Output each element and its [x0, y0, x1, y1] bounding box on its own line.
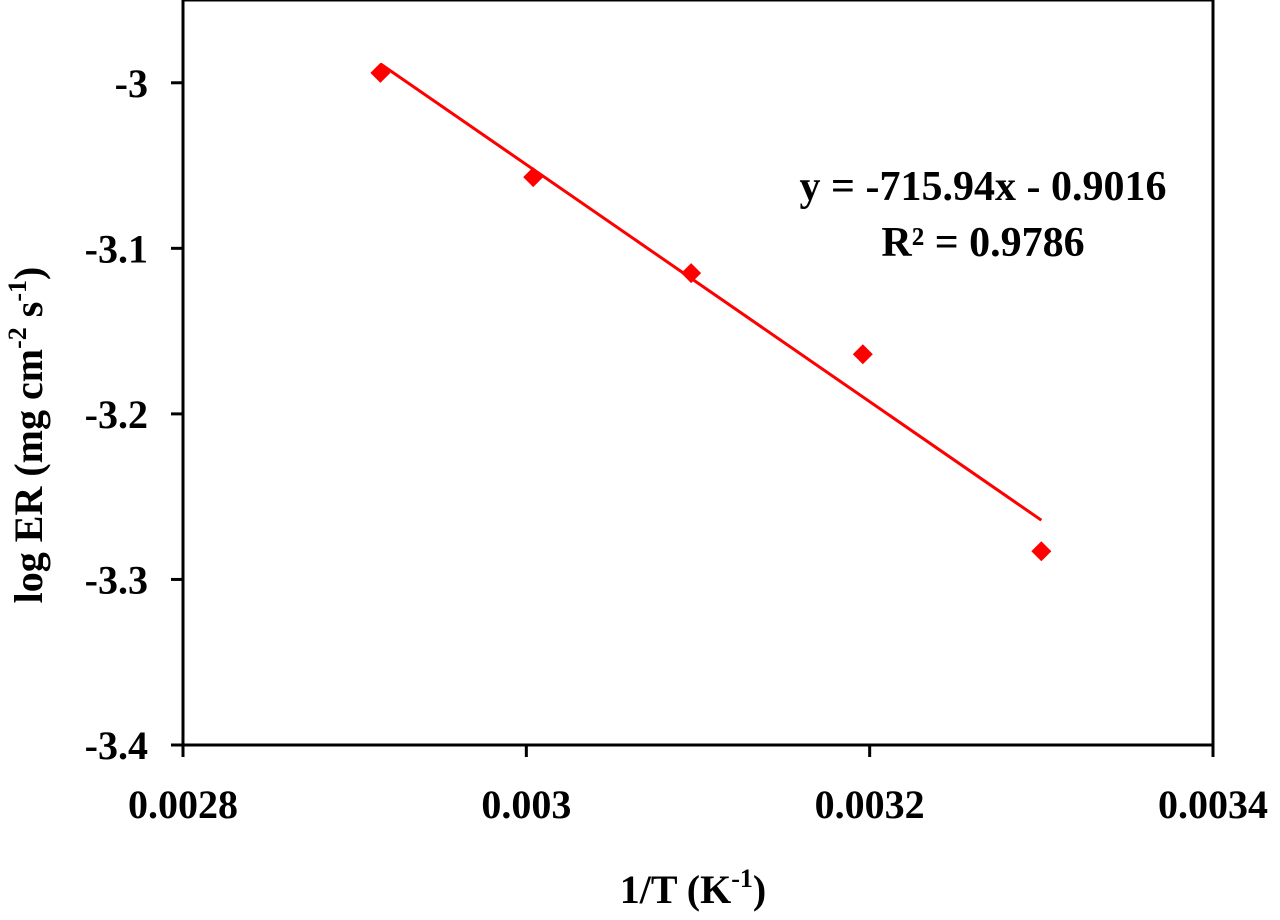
y-tick-label: -3.4	[85, 723, 148, 768]
y-tick-label: -3.3	[85, 557, 148, 602]
y-tick-label: -3.2	[85, 392, 148, 437]
trendline-equation: y = -715.94x - 0.9016	[800, 164, 1167, 210]
data-point	[370, 62, 391, 83]
trendline-layer	[379, 62, 1043, 522]
x-tick-label: 0.0032	[815, 782, 925, 827]
data-point	[681, 263, 702, 284]
y-axis-label-mid: s	[6, 302, 51, 328]
y-axis-label-tail: )	[6, 267, 51, 280]
y-tick-label: -3	[115, 61, 148, 106]
x-tick-label: 0.0034	[1158, 782, 1268, 827]
axis-ticks: 0.0028 0.003 0.0032 0.0034 -3 -3.1 -3.2 -3.3 -3.…	[85, 61, 1268, 827]
x-tick-label: 0.0028	[128, 782, 238, 827]
y-axis-label: log ER (mg cm-2 s-1)	[3, 267, 51, 604]
data-point	[1031, 541, 1052, 562]
r-squared: R² = 0.9786	[881, 220, 1084, 266]
x-axis-label-tail: )	[753, 867, 766, 912]
y-axis-label-sup2: -1	[3, 280, 32, 302]
x-axis-label: 1/T (K-1)	[620, 864, 767, 912]
linear-trendline	[379, 62, 1043, 522]
y-axis-label-sup1: -2	[3, 327, 32, 349]
y-tick-label: -3.1	[85, 226, 148, 271]
x-axis-label-base: 1/T (K	[620, 867, 732, 912]
data-point	[852, 344, 873, 365]
x-tick-label: 0.003	[481, 782, 571, 827]
data-points	[370, 62, 1052, 562]
x-axis-label-sup: -1	[731, 864, 753, 893]
data-point	[523, 167, 544, 188]
plot-area-frame	[181, 0, 1215, 747]
y-axis-label-base: log ER (mg cm	[6, 349, 51, 603]
